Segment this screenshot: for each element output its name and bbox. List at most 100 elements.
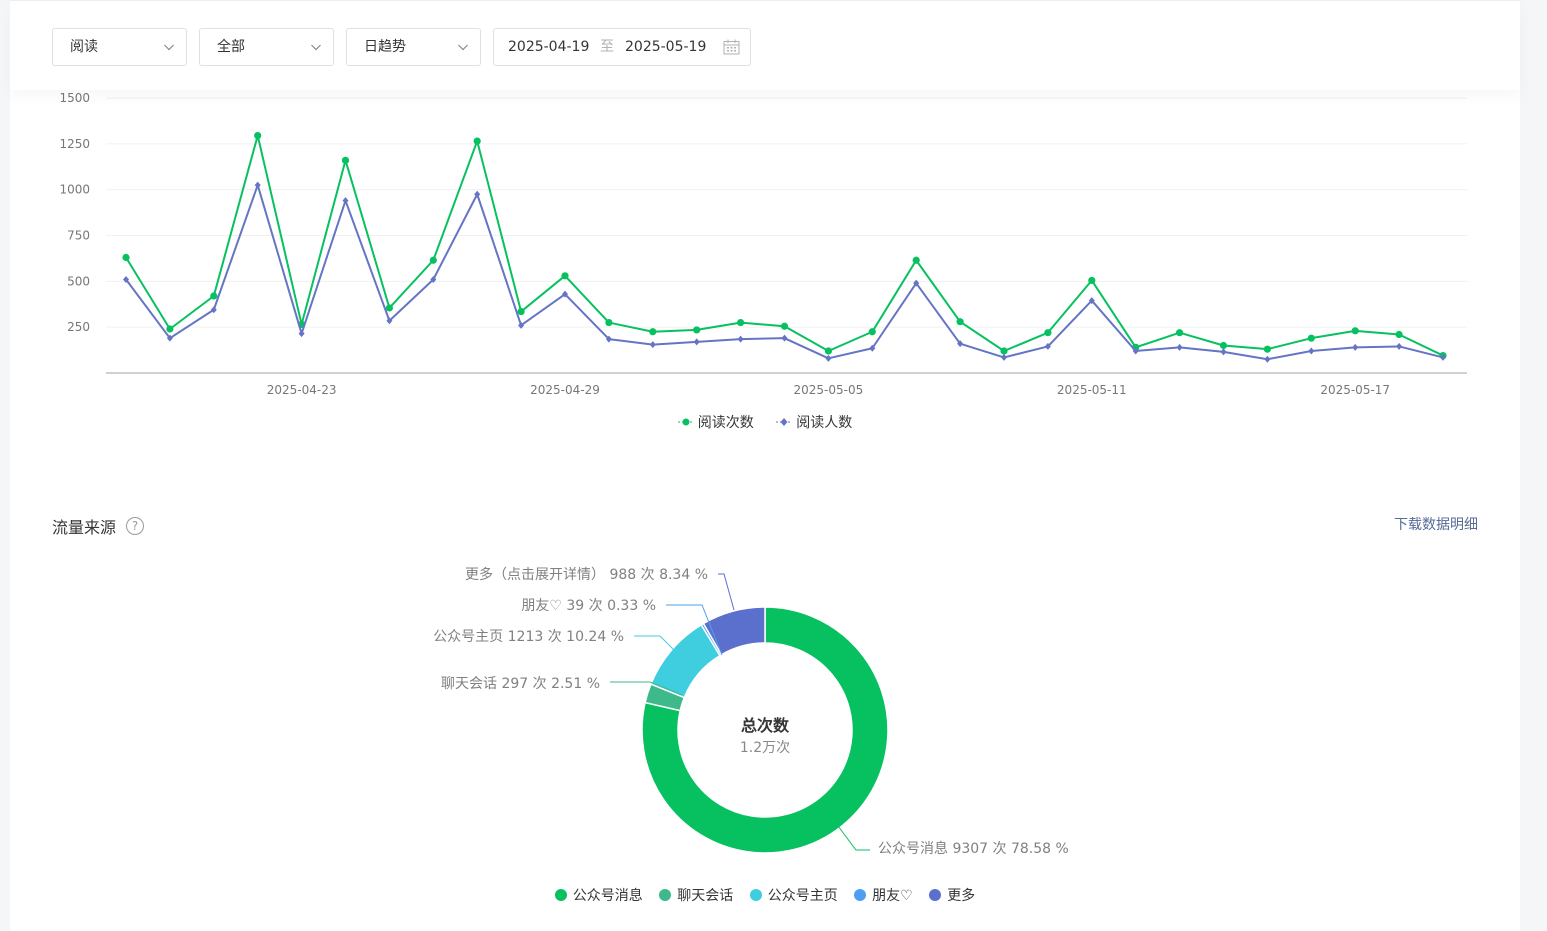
legend-item-chat[interactable]: 聊天会话 bbox=[659, 885, 733, 905]
date-separator: 至 bbox=[600, 39, 614, 55]
date-start[interactable]: 2025-04-19 bbox=[508, 39, 590, 55]
y-tick-label: 500 bbox=[67, 274, 90, 288]
y-tick-label: 1000 bbox=[59, 183, 90, 197]
metric-select[interactable]: 阅读 bbox=[52, 28, 187, 66]
series-line-1 bbox=[125, 184, 1444, 361]
data-point bbox=[1176, 329, 1184, 337]
download-data-link[interactable]: 下载数据明细 bbox=[1394, 517, 1478, 533]
series-line-0 bbox=[125, 134, 1444, 357]
data-point bbox=[1395, 330, 1403, 339]
data-point bbox=[166, 325, 174, 333]
donut-chart-legend: 公众号消息 聊天会话 公众号主页 朋友♡ 更多 bbox=[10, 885, 1520, 905]
data-point bbox=[298, 330, 305, 338]
data-point bbox=[1000, 347, 1008, 355]
data-point bbox=[1396, 342, 1403, 350]
data-point bbox=[693, 338, 700, 346]
data-point bbox=[341, 156, 350, 164]
data-point bbox=[869, 344, 876, 352]
data-point bbox=[1308, 347, 1315, 355]
data-point bbox=[1088, 297, 1095, 305]
legend-label: 聊天会话 bbox=[677, 888, 734, 904]
data-point bbox=[1044, 329, 1052, 337]
metric-select-value: 阅读 bbox=[70, 39, 98, 55]
date-range-picker[interactable]: 2025-04-19 至 2025-05-19 bbox=[493, 28, 751, 66]
period-select[interactable]: 日趋势 bbox=[346, 28, 481, 66]
chevron-down-icon bbox=[458, 44, 468, 51]
line-chart-legend: 阅读次数 阅读人数 bbox=[10, 412, 1520, 432]
data-point bbox=[649, 341, 656, 349]
data-point bbox=[1044, 342, 1051, 350]
data-point bbox=[386, 317, 393, 325]
data-point bbox=[1264, 355, 1271, 363]
legend-label: 更多 bbox=[947, 888, 976, 904]
legend-dot bbox=[854, 889, 867, 901]
legend-dot bbox=[749, 889, 762, 901]
data-point bbox=[868, 328, 876, 336]
data-point bbox=[957, 340, 964, 348]
data-point bbox=[737, 318, 745, 327]
x-tick-label: 2025-05-17 bbox=[1320, 383, 1390, 397]
chevron-down-icon bbox=[311, 44, 321, 51]
chevron-down-icon bbox=[164, 44, 174, 51]
data-point bbox=[1176, 343, 1183, 351]
leader-line-0 bbox=[837, 825, 870, 851]
data-point bbox=[429, 256, 437, 264]
legend-dot bbox=[659, 889, 672, 901]
data-point bbox=[737, 335, 744, 343]
scope-select-value: 全部 bbox=[217, 39, 245, 55]
data-point bbox=[605, 318, 613, 327]
data-point bbox=[1351, 327, 1359, 335]
x-tick-label: 2025-05-05 bbox=[794, 383, 864, 397]
data-point bbox=[561, 272, 569, 280]
data-point bbox=[122, 253, 130, 262]
data-point bbox=[1001, 353, 1007, 361]
y-tick-label: 250 bbox=[67, 320, 90, 334]
data-point bbox=[913, 279, 920, 287]
data-point bbox=[780, 322, 789, 330]
legend-label: 朋友♡ bbox=[872, 888, 913, 904]
y-tick-label: 750 bbox=[67, 229, 90, 243]
leader-line-4 bbox=[718, 573, 735, 611]
legend-item-homepage[interactable]: 公众号主页 bbox=[749, 885, 838, 905]
data-point bbox=[693, 326, 701, 334]
y-tick-label: 1250 bbox=[59, 137, 90, 151]
main-card: 阅读 全部 日趋势 2025-04-19 至 2025-05-19 250 500… bbox=[10, 0, 1520, 931]
legend-label: 阅读次数 bbox=[697, 415, 754, 431]
legend-item-read-count[interactable]: 阅读次数 bbox=[677, 412, 754, 432]
trend-line-chart: 250 500 750 1000 1250 1500 2025-04-23 2025-04-2… bbox=[59, 91, 1467, 397]
x-tick-label: 2025-05-11 bbox=[1057, 383, 1127, 397]
slice-label-more[interactable]: 更多（点击展开详情） 988 次 8.34 % bbox=[465, 567, 708, 583]
data-point bbox=[210, 306, 217, 314]
x-tick-label: 2025-04-29 bbox=[530, 383, 600, 397]
data-point bbox=[1352, 343, 1359, 351]
help-icon[interactable]: ? bbox=[126, 517, 144, 535]
data-point bbox=[342, 197, 349, 205]
legend-item-friends[interactable]: 朋友♡ bbox=[854, 885, 913, 905]
legend-dot bbox=[929, 889, 942, 901]
diamond-marker-icon bbox=[776, 418, 793, 426]
legend-item-reader-count[interactable]: 阅读人数 bbox=[776, 412, 852, 432]
data-point bbox=[254, 131, 262, 140]
legend-item-more[interactable]: 更多 bbox=[929, 885, 975, 905]
legend-item-gzh-message[interactable]: 公众号消息 bbox=[554, 885, 643, 905]
calendar-icon[interactable] bbox=[723, 39, 740, 55]
scope-select[interactable]: 全部 bbox=[199, 28, 334, 66]
data-point bbox=[210, 292, 218, 300]
data-point bbox=[474, 190, 481, 198]
data-point bbox=[562, 290, 568, 298]
data-point bbox=[1440, 353, 1446, 361]
data-point bbox=[912, 256, 920, 264]
legend-label: 公众号主页 bbox=[767, 888, 838, 904]
circle-marker-icon bbox=[677, 418, 694, 426]
data-point bbox=[1219, 341, 1228, 350]
data-point bbox=[473, 137, 481, 145]
slice-label-gzh-message: 公众号消息 9307 次 78.58 % bbox=[878, 841, 1069, 857]
section-title: 流量来源 bbox=[52, 518, 117, 537]
donut-slice-0[interactable] bbox=[641, 606, 889, 854]
data-point bbox=[956, 318, 964, 326]
data-point bbox=[254, 181, 261, 189]
legend-label: 阅读人数 bbox=[796, 415, 853, 431]
date-end[interactable]: 2025-05-19 bbox=[625, 39, 707, 55]
data-point bbox=[825, 354, 832, 362]
data-point bbox=[385, 304, 393, 312]
